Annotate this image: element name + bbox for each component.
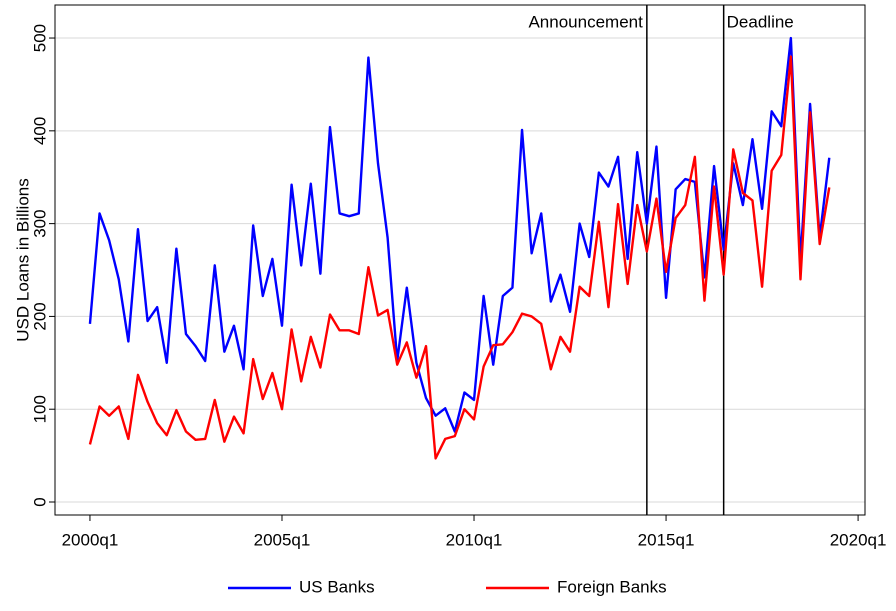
annotation-label: Announcement	[528, 12, 643, 31]
x-tick-label: 2010q1	[446, 530, 503, 549]
legend-label: US Banks	[299, 577, 375, 596]
x-tick-label: 2000q1	[62, 530, 119, 549]
data-line	[88, 36, 831, 433]
y-tick-label: 200	[30, 302, 49, 330]
y-tick-label: 300	[30, 209, 49, 237]
y-axis-label: USD Loans in Billions	[13, 178, 32, 341]
legend-label: Foreign Banks	[557, 577, 667, 596]
y-tick-label: 100	[30, 395, 49, 423]
y-tick-label: 500	[30, 24, 49, 52]
data-line	[88, 55, 831, 460]
x-tick-label: 2015q1	[638, 530, 695, 549]
x-tick-label: 2020q1	[830, 530, 887, 549]
x-tick-label: 2005q1	[254, 530, 311, 549]
y-tick-label: 0	[30, 497, 49, 506]
plot-frame	[54, 4, 866, 516]
y-tick-label: 400	[30, 117, 49, 145]
annotation-label: Deadline	[727, 12, 794, 31]
